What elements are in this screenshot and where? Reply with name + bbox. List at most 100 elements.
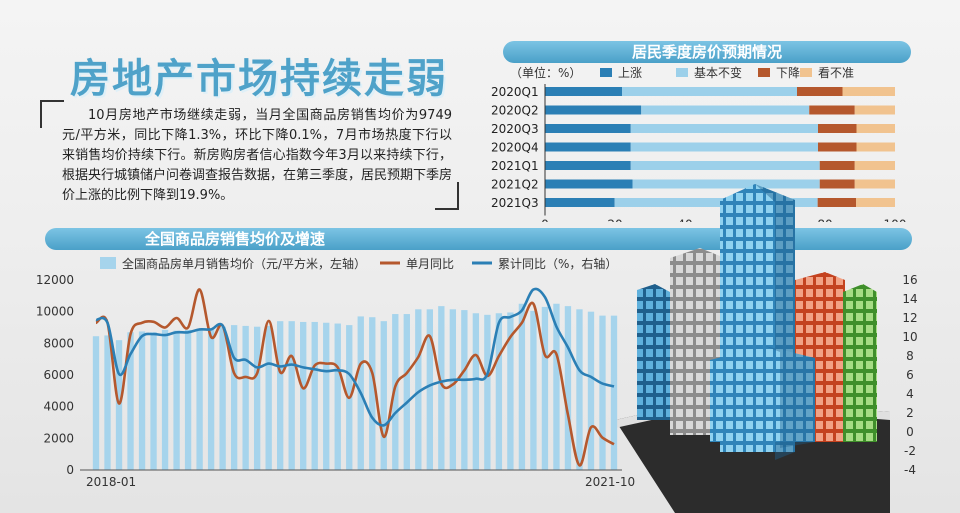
right-tick-label: 14	[902, 292, 917, 306]
legend-label: 下降	[776, 66, 800, 80]
stacked-segment	[641, 105, 810, 115]
legend-label: 单月同比	[406, 257, 454, 271]
stacked-segment	[856, 142, 895, 152]
stacked-segment	[545, 105, 642, 115]
price-bar	[300, 321, 307, 470]
stacked-segment	[632, 179, 820, 189]
summary-paragraph: 10月房地产市场继续走弱，当月全国商品房销售均价为9749元/平方米，同比下降1…	[62, 108, 453, 203]
price-bar	[288, 321, 295, 470]
stacked-segment	[545, 142, 631, 152]
stacked-segment	[545, 124, 631, 133]
stacked-segment	[817, 198, 857, 207]
stacked-segment	[809, 105, 855, 115]
stacked-segment	[545, 161, 631, 170]
price-bar	[403, 314, 410, 470]
x-tick-label: 0	[541, 218, 549, 223]
price-bar	[564, 306, 572, 470]
unit-label: （单位：%）	[510, 65, 581, 80]
price-bar	[587, 311, 595, 470]
price-bar	[576, 309, 583, 470]
price-chart-title-banner: 全国商品房销售均价及增速	[45, 228, 912, 250]
left-tick-label: 4000	[43, 400, 74, 414]
stacked-segment	[854, 161, 895, 170]
building-gray	[670, 248, 720, 435]
category-label: 2020Q4	[491, 141, 539, 155]
price-bar	[449, 309, 457, 470]
stacked-segment	[614, 198, 818, 207]
category-label: 2021Q3	[491, 196, 539, 210]
price-bar	[242, 325, 249, 470]
buildings-illustration	[615, 184, 890, 513]
legend-swatch	[758, 68, 770, 77]
right-tick-label: -4	[904, 463, 916, 477]
x-tick-label: 80	[817, 218, 832, 223]
right-tick-label: 12	[902, 311, 917, 325]
legend-swatch	[676, 68, 688, 77]
right-tick-label: -2	[904, 444, 916, 458]
building-blue-left	[637, 284, 670, 420]
price-bar	[334, 323, 341, 470]
price-bar	[415, 309, 422, 470]
price-bar	[127, 332, 134, 470]
price-bar	[426, 309, 433, 470]
price-bar	[104, 335, 111, 470]
right-tick-label: 4	[906, 387, 914, 401]
right-tick-label: 16	[902, 273, 917, 287]
stacked-segment	[545, 87, 622, 96]
building-green	[843, 284, 877, 442]
left-tick-label: 10000	[36, 305, 74, 319]
price-bar	[599, 315, 606, 470]
price-bar	[541, 306, 549, 470]
price-bar	[461, 310, 468, 470]
stacked-segment	[630, 142, 818, 152]
stacked-segment	[856, 124, 895, 133]
right-tick-label: 10	[902, 330, 917, 344]
stacked-segment	[854, 105, 895, 115]
stacked-segment	[819, 161, 855, 170]
stacked-segment	[630, 161, 820, 170]
left-tick-label: 8000	[43, 336, 74, 350]
price-bar	[484, 314, 491, 470]
price-bar	[219, 326, 226, 470]
x-start-label: 2018-01	[86, 475, 136, 489]
left-tick-label: 2000	[43, 431, 74, 445]
price-bar	[207, 328, 215, 470]
legend-label: 上涨	[618, 65, 642, 80]
price-bar	[392, 314, 399, 470]
legend-swatch	[800, 68, 812, 77]
expectation-bars: 2020Q1 2020Q2 2020Q3 2020Q4 2021Q1 2021Q2 2021…	[491, 84, 895, 216]
category-label: 2021Q2	[491, 178, 539, 192]
bracket-top-left	[40, 100, 64, 128]
legend-label: 基本不变	[694, 65, 742, 80]
price-chart: 全国商品房单月销售均价（元/平方米，左轴） 单月同比 累计同比（%，右轴） 0 200…	[36, 256, 918, 489]
price-bar	[518, 303, 526, 470]
building-front-block	[710, 346, 815, 442]
price-bar	[115, 340, 123, 470]
price-legend: 全国商品房单月销售均价（元/平方米，左轴） 单月同比 累计同比（%，右轴）	[100, 256, 617, 271]
x-end-label: 2021-10	[585, 475, 635, 489]
price-chart-title: 全国商品房销售均价及增速	[145, 230, 326, 248]
price-bar	[472, 313, 480, 470]
price-bar	[92, 336, 100, 470]
legend-label: 看不准	[818, 66, 854, 80]
price-bar	[253, 326, 261, 470]
price-bar	[173, 330, 180, 470]
price-bar	[369, 317, 376, 470]
bracket-bottom-right	[435, 182, 459, 210]
category-label: 2021Q1	[491, 159, 539, 173]
price-bar	[230, 325, 238, 470]
x-tick-label: 100	[884, 218, 907, 223]
stacked-segment	[545, 198, 615, 207]
right-tick-label: 0	[906, 425, 914, 439]
left-tick-label: 0	[66, 463, 74, 477]
cumulative-yoy-line	[95, 287, 615, 427]
expectation-chart-title: 居民季度房价预期情况	[503, 41, 911, 63]
category-label: 2020Q1	[491, 85, 539, 99]
right-tick-label: 2	[906, 406, 914, 420]
price-bar	[138, 331, 146, 470]
expectation-legend: 上涨 基本不变 下降 看不准	[600, 65, 854, 80]
price-bar	[311, 321, 318, 470]
price-bar	[495, 313, 503, 470]
stacked-segment	[856, 198, 895, 207]
price-bar	[161, 329, 169, 470]
